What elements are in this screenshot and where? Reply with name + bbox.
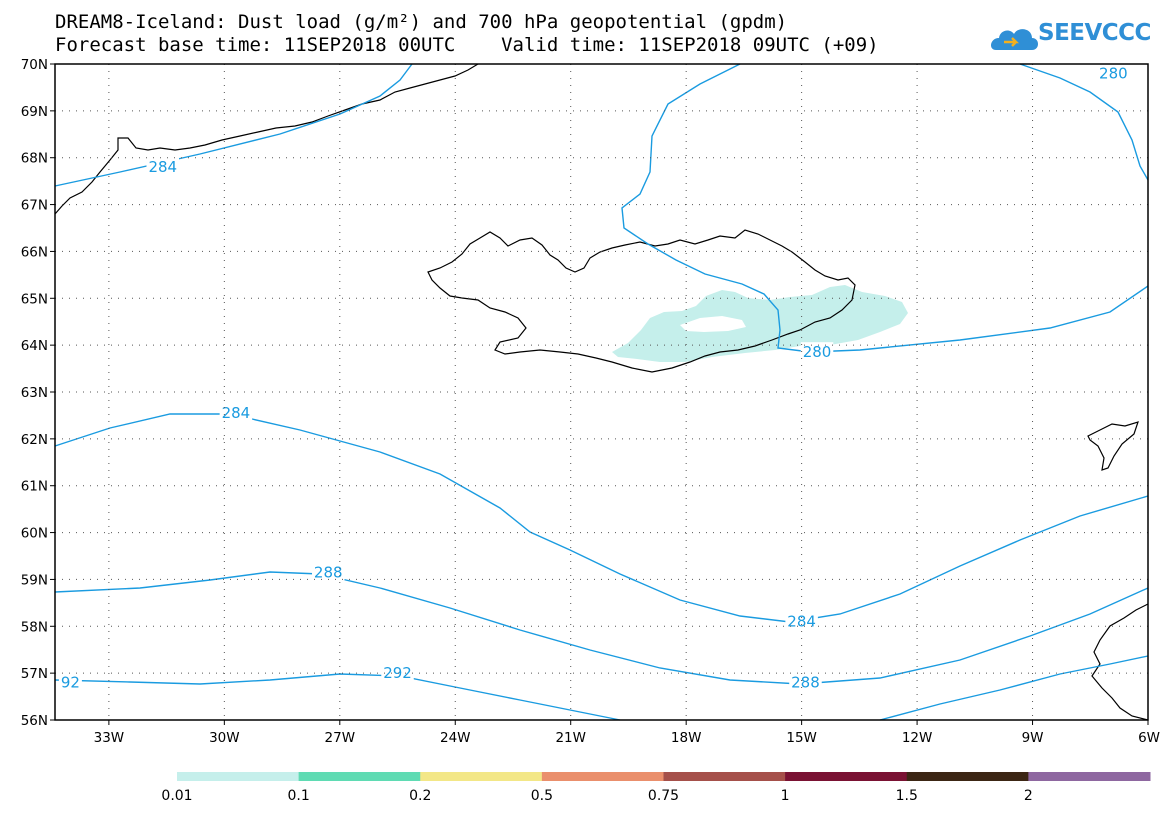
colorbar-label: 1.5	[896, 788, 918, 804]
colorbar-swatch	[785, 772, 908, 781]
contour-label: 288	[791, 674, 820, 692]
contour-284-middle	[54, 413, 1149, 623]
contour-labels: 284 280 280 284 288 284 92 292 288	[58, 63, 1130, 692]
dust-load-area	[612, 285, 908, 362]
lat-tick-label: 60N	[21, 526, 48, 542]
faroe-coastline	[1087, 421, 1139, 471]
colorbar-swatch	[420, 772, 543, 781]
colorbar-swatch	[298, 772, 421, 781]
colorbar-swatch	[663, 772, 786, 781]
latitude-axis: 70N 69N 68N 67N 66N 65N 64N 63N 62N 61N 60N 59N 58N 5…	[21, 57, 55, 729]
contour-label-bg	[1097, 63, 1130, 82]
scotland-coastline	[1091, 603, 1149, 721]
contour-label: 92	[61, 674, 80, 692]
contour-label-bg	[800, 342, 834, 361]
contour-284-north	[54, 63, 413, 187]
longitude-axis: 33W 30W 27W 24W 21W 18W 15W 12W 9W 6W	[94, 720, 1160, 746]
contour-label-bg	[146, 157, 180, 176]
graticule-grid	[55, 64, 1148, 720]
contour-label: 288	[314, 563, 343, 581]
lat-tick-label: 62N	[21, 432, 48, 448]
lon-tick-label: 12W	[902, 730, 933, 746]
contour-label: 292	[383, 664, 412, 682]
lat-tick-label: 70N	[21, 57, 48, 73]
colorbar-label: 2	[1024, 788, 1033, 804]
map-title-line1: DREAM8-Iceland: Dust load (g/m²) and 700…	[55, 11, 788, 33]
contour-label: 284	[222, 404, 251, 422]
contour-292	[54, 673, 621, 721]
lon-tick-label: 18W	[671, 730, 702, 746]
dust-load-gap	[680, 316, 746, 332]
map-title-line2: Forecast base time: 11SEP2018 00UTC Vali…	[55, 34, 879, 56]
colorbar-swatch	[1028, 772, 1151, 781]
lon-tick-label: 27W	[325, 730, 356, 746]
colorbar-label: 0.01	[161, 788, 192, 804]
contour-label-bg	[58, 672, 82, 691]
lat-tick-label: 65N	[21, 291, 48, 307]
lon-tick-label: 9W	[1022, 730, 1044, 746]
lat-tick-label: 64N	[21, 338, 48, 354]
contour-288	[54, 571, 1149, 685]
colorbar: 0.01 0.1 0.2 0.5 0.75 1 1.5 2	[161, 772, 1151, 804]
lon-tick-label: 24W	[440, 730, 471, 746]
lat-tick-label: 57N	[21, 666, 48, 682]
contour-label-bg	[312, 562, 345, 581]
greenland-coastline	[54, 63, 479, 215]
contour-280-ne	[1019, 63, 1149, 181]
lat-tick-label: 58N	[21, 619, 48, 635]
contour-label-bg	[785, 611, 818, 630]
colorbar-label: 1	[781, 788, 790, 804]
lon-tick-label: 15W	[786, 730, 817, 746]
colorbar-label: 0.5	[531, 788, 553, 804]
contour-label: 280	[1099, 64, 1128, 82]
lon-tick-label: 21W	[555, 730, 586, 746]
contour-label-bg	[381, 663, 414, 682]
lat-tick-label: 63N	[21, 385, 48, 401]
iceland-coastline	[427, 229, 856, 373]
lat-tick-label: 56N	[21, 713, 48, 729]
contour-label: 284	[148, 158, 177, 176]
contour-label: 280	[803, 343, 832, 361]
contour-label-bg	[789, 672, 822, 691]
colorbar-swatch	[541, 772, 664, 781]
contour-label-bg	[219, 403, 253, 422]
cloud-logo-icon	[990, 29, 1038, 50]
colorbar-label: 0.75	[648, 788, 679, 804]
contour-292-east	[879, 655, 1149, 721]
lon-tick-label: 6W	[1138, 730, 1160, 746]
contour-label: 284	[787, 613, 816, 631]
lon-tick-label: 33W	[94, 730, 125, 746]
lat-tick-label: 66N	[21, 244, 48, 260]
lat-tick-label: 67N	[21, 198, 48, 214]
colorbar-swatch	[177, 772, 300, 781]
lat-tick-label: 59N	[21, 572, 48, 588]
colorbar-label: 0.2	[409, 788, 431, 804]
colorbar-label: 0.1	[287, 788, 309, 804]
lat-tick-label: 69N	[21, 104, 48, 120]
lat-tick-label: 61N	[21, 479, 48, 495]
colorbar-swatch	[906, 772, 1029, 781]
lat-tick-label: 68N	[21, 151, 48, 167]
lon-tick-label: 30W	[209, 730, 240, 746]
logo-text: SEEVCCC	[1038, 20, 1151, 46]
